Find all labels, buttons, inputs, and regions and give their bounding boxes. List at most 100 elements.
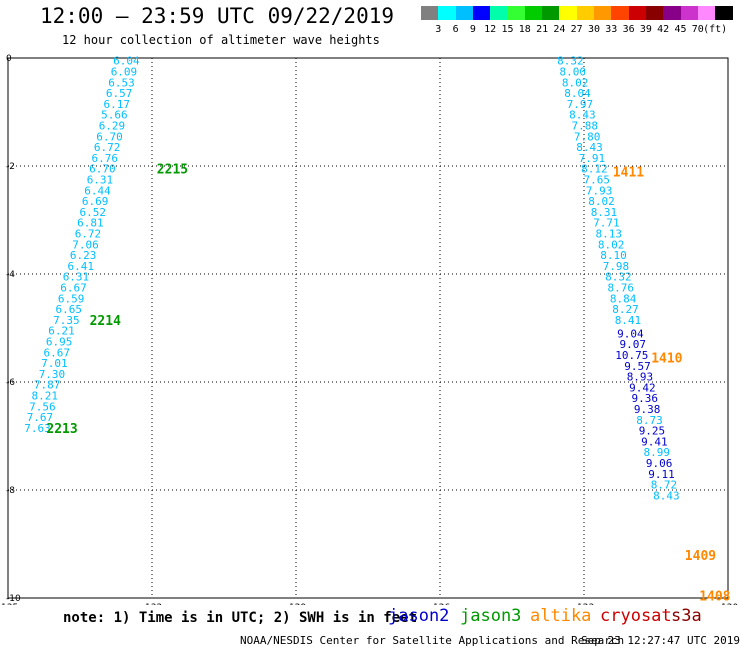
scale-label: 33	[605, 24, 618, 35]
y-tick-label: -4	[6, 270, 15, 280]
scale-swatch	[697, 6, 716, 20]
wave-height-value: 6.69	[82, 195, 109, 208]
pass-time-label: 1409	[685, 549, 716, 564]
scale-label: 36	[622, 24, 635, 35]
y-tick-label: -2	[6, 162, 15, 172]
wave-height-value: 9.36	[632, 392, 659, 405]
scale-label: 21	[536, 24, 549, 35]
wave-height-value: 7.30	[39, 368, 66, 381]
scale-label: 42	[657, 24, 670, 35]
wave-height-value: 8.31	[591, 206, 618, 219]
wave-height-value: 6.76	[92, 152, 119, 165]
wave-height-value: 7.98	[603, 260, 630, 273]
wave-height-value: 6.21	[48, 325, 75, 338]
wave-height-value: 9.57	[624, 360, 651, 373]
x-tick-label: -135	[0, 603, 18, 605]
wave-height-value: 6.57	[106, 87, 133, 100]
wave-height-value: 6.95	[46, 336, 73, 349]
wave-height-value: 6.31	[87, 174, 114, 187]
wave-height-value: 6.17	[104, 98, 131, 111]
scale-label: 24	[553, 24, 566, 35]
credit-text: NOAA/NESDIS Center for Satellite Applica…	[240, 634, 625, 647]
wave-height-value: 9.25	[639, 425, 666, 438]
wave-height-value: 6.53	[108, 76, 135, 89]
scale-label: (ft)	[703, 24, 728, 35]
wave-height-value: 8.73	[636, 414, 663, 427]
wave-height-value: 9.11	[648, 468, 675, 481]
wave-height-value: 7.71	[593, 217, 620, 230]
scale-label: 15	[501, 24, 514, 35]
wave-height-value: 6.52	[80, 206, 107, 219]
scale-swatch	[472, 6, 491, 20]
wave-height-value: 7.88	[572, 120, 599, 133]
x-tick-label: -126	[430, 603, 451, 605]
wave-height-value: 7.35	[53, 314, 80, 327]
wave-height-value: 8.12	[581, 163, 608, 176]
wave-height-value: 6.70	[89, 163, 116, 176]
wave-height-value: 6.04	[113, 55, 140, 68]
wave-height-value: 9.42	[629, 381, 656, 394]
wave-height-value: 6.70	[96, 130, 123, 143]
scale-swatch	[628, 6, 647, 20]
wave-height-value: 8.76	[608, 282, 635, 295]
wave-height-value: 6.44	[84, 184, 111, 197]
page-subtitle: 12 hour collection of altimeter wave hei…	[62, 33, 380, 47]
y-tick-label: 0	[6, 54, 12, 64]
wave-height-value: 8.43	[576, 141, 603, 154]
scale-label: 70	[691, 24, 704, 35]
scale-swatch	[507, 6, 526, 20]
wave-height-value: 7.63	[24, 422, 51, 435]
wave-height-value: 9.06	[646, 457, 673, 470]
scale-swatch	[455, 6, 474, 20]
x-tick-label: -132	[142, 603, 162, 605]
scale-label: 3	[435, 24, 442, 35]
wave-height-value: 5.66	[101, 109, 128, 122]
units-note: note: 1) Time is in UTC; 2) SWH is in fe…	[63, 610, 418, 626]
wave-height-value: 6.67	[60, 282, 87, 295]
scale-swatch	[611, 6, 630, 20]
wave-height-value: 6.65	[56, 303, 83, 316]
scale-label: 18	[518, 24, 531, 35]
page-title: 12:00 – 23:59 UTC 09/22/2019	[40, 4, 395, 28]
scale-label: 27	[570, 24, 583, 35]
x-tick-label: -123	[574, 603, 594, 605]
pass-time-label: 1411	[613, 165, 644, 180]
wave-height-value: 8.04	[564, 87, 591, 100]
wave-height-value: 6.67	[44, 346, 71, 359]
legend-altika: altika	[530, 606, 592, 626]
scale-label: 9	[469, 24, 476, 35]
pass-time-label: 2213	[46, 422, 77, 437]
wave-height-value: 8.43	[569, 109, 596, 122]
scale-label: 6	[452, 24, 459, 35]
wave-height-value: 8.43	[653, 489, 680, 502]
scale-swatch	[421, 6, 439, 20]
scale-label: 45	[674, 24, 687, 35]
pass-time-label: 2214	[90, 314, 121, 329]
wave-height-value: 7.97	[567, 98, 594, 111]
scale-swatch	[645, 6, 664, 20]
wave-height-value: 8.13	[596, 228, 623, 241]
wave-height-value: 7.67	[27, 411, 54, 424]
wave-height-value: 8.27	[612, 303, 639, 316]
wave-height-value: 8.32	[605, 271, 632, 284]
wave-height-value: 8.00	[560, 66, 587, 79]
wave-height-value: 9.04	[617, 327, 644, 340]
wave-height-value: 10.75	[615, 349, 648, 362]
scale-swatch	[524, 6, 543, 20]
pass-time-label: 1410	[651, 352, 682, 367]
scale-swatch	[594, 6, 612, 20]
scale-swatch	[559, 6, 578, 20]
wave-height-value: 7.01	[41, 357, 68, 370]
y-tick-label: -8	[6, 486, 15, 496]
legend-jason3: jason3	[460, 606, 522, 626]
wave-height-value: 6.59	[58, 292, 85, 305]
wave-height-value: 7.91	[579, 152, 606, 165]
y-tick-label: -6	[6, 378, 15, 388]
x-tick-label: -120	[718, 603, 739, 605]
scale-swatch	[576, 6, 595, 20]
scale-swatch	[680, 6, 699, 20]
scale-label: 12	[484, 24, 497, 35]
wave-height-value: 6.23	[70, 249, 97, 262]
legend-s3a: s3a	[671, 606, 702, 626]
wave-height-value: 8.84	[610, 292, 637, 305]
